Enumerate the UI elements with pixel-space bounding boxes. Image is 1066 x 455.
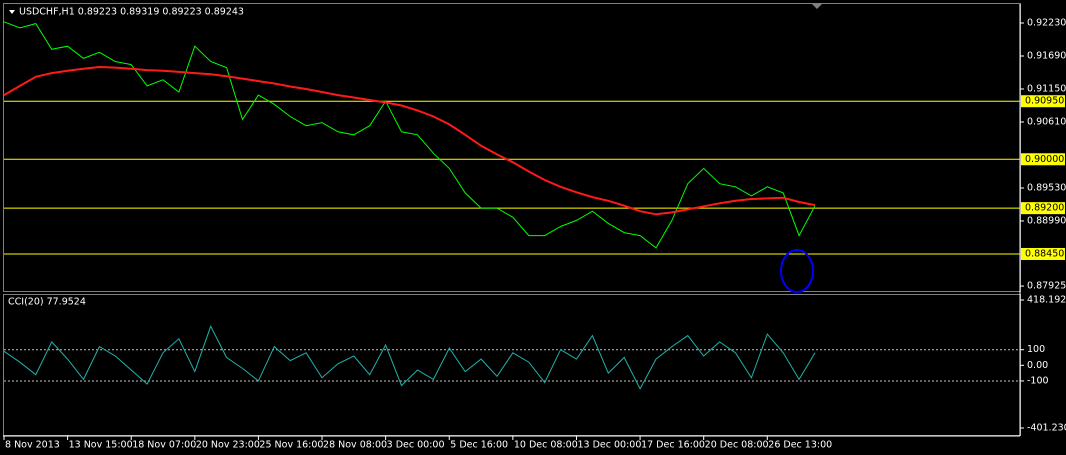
highlight-ellipse [780,249,814,293]
x-tick-label: 26 Dec 13:00 [768,440,832,451]
x-tick-label: 20 Nov 23:00 [196,440,260,451]
price-line [3,65,816,216]
level-label-box [1021,202,1065,215]
price-line [3,21,816,249]
level-label: 0.90950 [1025,96,1064,107]
y-tick-label: 418.192 [1027,295,1066,306]
x-tick-label: 5 Dec 16:00 [450,440,508,451]
x-tick-label: 20 Dec 08:00 [705,440,769,451]
y-tick-label: 0.92230 [1027,18,1066,29]
price-title: USDCHF,H1 0.89223 0.89319 0.89223 0.8924… [19,7,244,18]
level-label-box [1021,153,1065,166]
y-tick-label: 0.91690 [1027,50,1066,61]
price-frame [3,3,1021,292]
x-tick-label: 3 Dec 00:00 [387,440,445,451]
y-tick-label: 0.89530 [1027,182,1066,193]
level-label-box [1021,247,1065,260]
x-tick-label: 13 Nov 15:00 [69,440,133,451]
y-tick-label: 100 [1027,344,1045,355]
x-tick-label: 13 Dec 00:00 [577,440,641,451]
menu-icon [9,10,15,14]
x-tick-label: 17 Dec 16:00 [641,440,705,451]
x-tick-label: 28 Nov 08:00 [323,440,387,451]
shift-marker [812,4,822,9]
level-label: 0.88450 [1025,248,1064,259]
price-line [3,325,816,390]
level-label: 0.90000 [1025,154,1064,165]
level-label-box [1021,95,1065,108]
y-tick-label: 0.88990 [1027,215,1066,226]
y-tick-label: 0.87925 [1027,281,1066,292]
y-tick-label: 0.90610 [1027,116,1066,127]
x-tick-label: 10 Dec 08:00 [514,440,578,451]
x-tick-label: 8 Nov 2013 [5,440,60,451]
y-tick-label: -100 [1027,375,1049,386]
y-tick-label: -401.2303 [1027,423,1066,434]
level-label: 0.89200 [1025,203,1064,214]
cci-title: CCI(20) 77.9524 [8,297,86,308]
cci-frame [3,294,1021,436]
y-tick-label: 0.91150 [1027,83,1066,94]
x-tick-label: 18 Nov 07:00 [132,440,196,451]
y-tick-label: 0.00 [1027,360,1048,371]
x-tick-label: 25 Nov 16:00 [259,440,323,451]
